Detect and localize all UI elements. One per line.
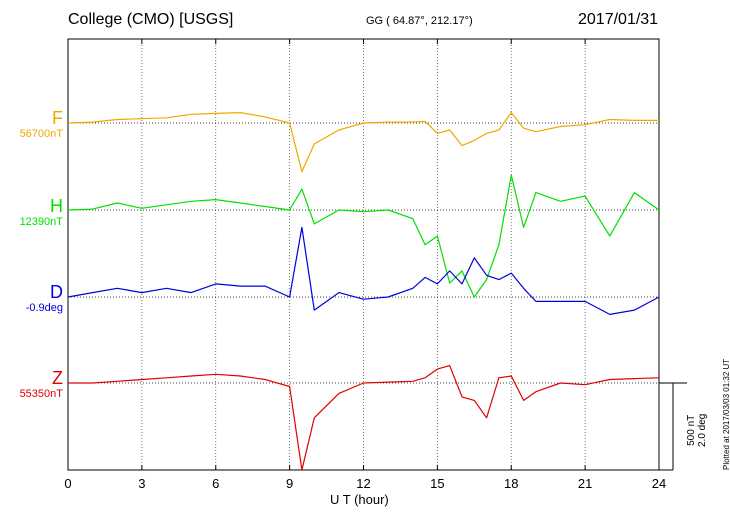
scale-label: 500 nT 2.0 deg xyxy=(686,414,708,447)
series-group xyxy=(67,111,660,471)
plotted-timestamp: Plotted at 2017/03/03 01:32 UT xyxy=(722,358,730,470)
x-tick-label: 15 xyxy=(430,476,444,491)
chart-title: College (CMO) [USGS] xyxy=(68,11,234,28)
scale-label-deg: 2.0 deg xyxy=(697,413,708,447)
x-tick-label: 18 xyxy=(504,476,518,491)
x-tick-label: 12 xyxy=(356,476,370,491)
channel-name-z: Z xyxy=(52,368,63,388)
x-tick-label: 0 xyxy=(64,476,71,491)
channel-baseline-z: 55350nT xyxy=(19,388,63,400)
channel-baseline-d: -0.9deg xyxy=(25,302,63,314)
channel-baseline-f: 56700nT xyxy=(19,128,63,140)
scale-label-nt: 500 nT xyxy=(686,414,697,446)
series-d-line xyxy=(67,226,660,315)
channel-label-z: Z 55350nT xyxy=(20,368,63,401)
x-tick-label: 6 xyxy=(212,476,219,491)
grid xyxy=(141,39,586,470)
x-tick-label: 9 xyxy=(286,476,293,491)
channel-label-f: F 56700nT xyxy=(20,108,63,141)
series-h-line xyxy=(67,174,660,298)
series-f-line xyxy=(67,111,659,173)
channel-name-f: F xyxy=(52,108,63,128)
station-coordinates: GG ( 64.87°, 212.17°) xyxy=(366,15,473,27)
series-z-line xyxy=(68,365,660,471)
channel-baseline-h: 12390nT xyxy=(19,216,63,228)
x-axis-label: U T (hour) xyxy=(330,492,389,507)
channel-label-h: H 12390nT xyxy=(20,196,63,229)
channel-name-h: H xyxy=(50,196,63,216)
channel-label-d: D -0.9deg xyxy=(26,282,63,315)
chart-date: 2017/01/31 xyxy=(578,11,659,28)
scale-bar xyxy=(659,382,687,471)
x-tick-label: 24 xyxy=(652,476,666,491)
x-tick-label: 21 xyxy=(578,476,592,491)
channel-name-d: D xyxy=(50,282,63,302)
x-tick-label: 3 xyxy=(138,476,145,491)
x-axis: 0 3 6 9 12 15 18 21 24 xyxy=(64,39,666,491)
